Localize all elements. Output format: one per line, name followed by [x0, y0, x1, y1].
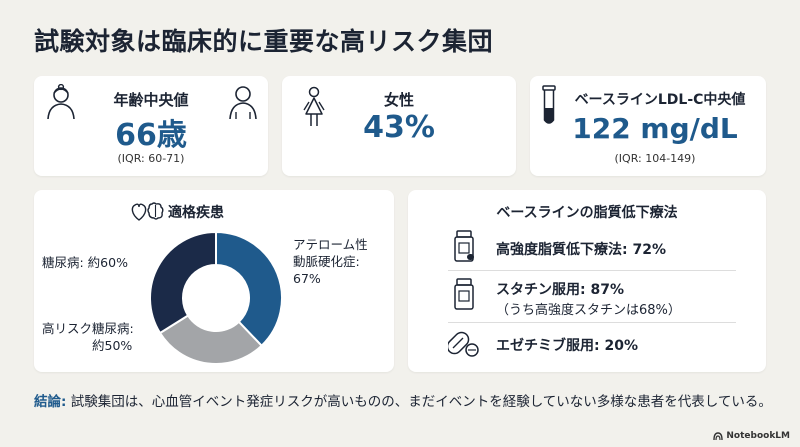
therapy-item-ezetimibe: エゼチミブ服用: 20% — [496, 338, 638, 354]
label-atherosclerosis-line2: 動脈硬化症: — [293, 254, 360, 269]
label-high-risk-diabetes-line1: 高リスク糖尿病: — [42, 321, 134, 336]
label-diabetes: 糖尿病: 約60% — [42, 255, 128, 270]
therapy-divider — [448, 270, 736, 271]
age-iqr: (IQR: 60-71) — [117, 152, 185, 165]
label-atherosclerosis-line3: 67% — [293, 271, 321, 286]
conclusion-lead: 結論: — [34, 394, 67, 410]
conclusion: 結論: 試験集団は、心血管イベント発症リスクが高いものの、まだイベントを経験して… — [34, 392, 774, 412]
female-card: 女性 43% — [282, 76, 516, 176]
disease-donut-chart — [149, 230, 283, 365]
notebooklm-label: NotebookLM — [726, 431, 790, 441]
therapy-heading: ベースラインの脂質低下療法 — [496, 205, 678, 221]
test-tube-icon — [542, 85, 556, 124]
disease-card: 適格疾患 アテローム性 動脈硬化症: 67% 糖尿病: 約60% 高リスク糖尿病… — [34, 190, 394, 372]
therapy-item-high-intensity: 高強度脂質低下療法: 72% — [496, 242, 666, 258]
ldl-value: 122 mg/dL — [572, 112, 738, 145]
ldl-card: ベースラインLDL-C中央値 122 mg/dL (IQR: 104-149) — [530, 76, 766, 176]
page-title: 試験対象は臨床的に重要な高リスク集団 — [34, 27, 494, 56]
therapy-divider — [448, 322, 736, 323]
female-value: 43% — [363, 110, 435, 145]
female-label: 女性 — [383, 91, 414, 109]
notebooklm-badge: NotebookLM — [713, 431, 790, 441]
heart-brain-icon — [131, 202, 164, 221]
ldl-iqr: (IQR: 104-149) — [614, 152, 696, 165]
capsule-icon — [448, 331, 479, 357]
ldl-label: ベースラインLDL-C中央値 — [574, 92, 746, 108]
conclusion-text: 試験集団は、心血管イベント発症リスクが高いものの、まだイベントを経験していない多… — [70, 394, 772, 410]
donut-segment — [215, 230, 283, 348]
label-high-risk-diabetes-line2: 約50% — [92, 338, 133, 353]
age-card: 年齢中央値 66歳 (IQR: 60-71) — [34, 76, 268, 176]
therapy-item-statin: スタチン服用: 87% — [496, 282, 624, 298]
elderly-woman-icon — [47, 84, 75, 120]
donut-segment — [149, 230, 217, 335]
notebooklm-logo-icon — [713, 431, 724, 440]
age-value: 66歳 — [115, 118, 187, 153]
therapy-card: ベースラインの脂質低下療法 高強度脂質低下療法: 72% スタチン服用: 87%… — [408, 190, 766, 372]
label-atherosclerosis-line1: アテローム性 — [293, 237, 368, 252]
disease-heading: 適格疾患 — [168, 205, 224, 221]
elderly-man-icon — [229, 86, 257, 120]
pill-bottle-icon — [454, 230, 474, 262]
woman-icon — [303, 86, 325, 126]
age-label: 年齢中央値 — [113, 91, 189, 109]
donut-segment — [158, 314, 264, 365]
pill-bottle-icon — [454, 278, 474, 310]
therapy-item-statin-sub: （うち高強度スタチンは68%） — [496, 303, 681, 318]
